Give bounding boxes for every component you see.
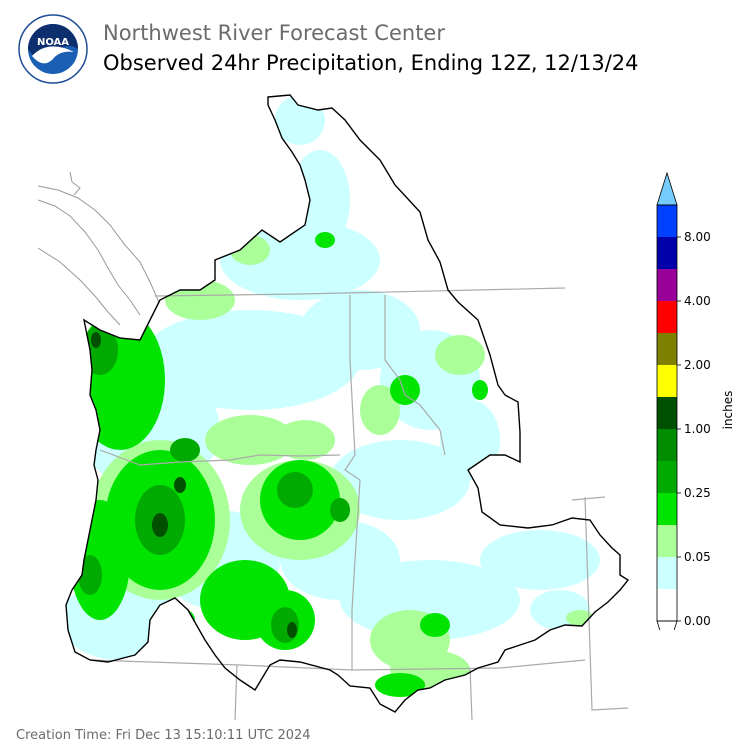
colorbar-tick-label: 1.00 — [684, 422, 711, 436]
agency-title: Northwest River Forecast Center — [103, 21, 445, 45]
colorbar-legend: inches 0.00 0.05 0.25 1.00 2.00 4.00 8.00 — [656, 171, 735, 630]
colorbar-over-arrow — [656, 171, 678, 206]
noaa-logo-text: NOAA — [37, 37, 69, 48]
colorbar-bin — [657, 461, 677, 493]
colorbar-under-arrow — [656, 620, 678, 630]
colorbar-bin — [657, 301, 677, 333]
colorbar-tick-label: 0.00 — [684, 614, 711, 628]
colorbar-bin — [657, 525, 677, 557]
colorbar-bin — [657, 237, 677, 269]
colorbar-bin — [657, 557, 677, 589]
coastline — [37, 171, 163, 326]
precipitation-field — [66, 95, 600, 697]
colorbar-unit-label: inches — [721, 391, 735, 430]
noaa-logo: NOAA — [18, 14, 88, 84]
colorbar-tick-label: 4.00 — [684, 294, 711, 308]
colorbar-bin — [657, 397, 677, 429]
colorbar-tick-label: 0.05 — [684, 550, 711, 564]
colorbar-bin — [657, 269, 677, 301]
colorbar-tick-label: 2.00 — [684, 358, 711, 372]
precipitation-map — [37, 94, 629, 720]
state-borders — [89, 287, 629, 720]
colorbar-bin — [657, 365, 677, 397]
colorbar-bin — [657, 429, 677, 461]
colorbar-bin — [657, 205, 677, 237]
creation-time: Creation Time: Fri Dec 13 15:10:11 UTC 2… — [16, 728, 311, 743]
colorbar-tick-label: 0.25 — [684, 486, 711, 500]
colorbar-bin — [657, 589, 677, 621]
colorbar-bin — [657, 333, 677, 365]
colorbar-outline — [656, 204, 678, 622]
map-title: Observed 24hr Precipitation, Ending 12Z,… — [103, 51, 639, 75]
colorbar-tick-label: 8.00 — [684, 230, 711, 244]
colorbar-bin — [657, 493, 677, 525]
